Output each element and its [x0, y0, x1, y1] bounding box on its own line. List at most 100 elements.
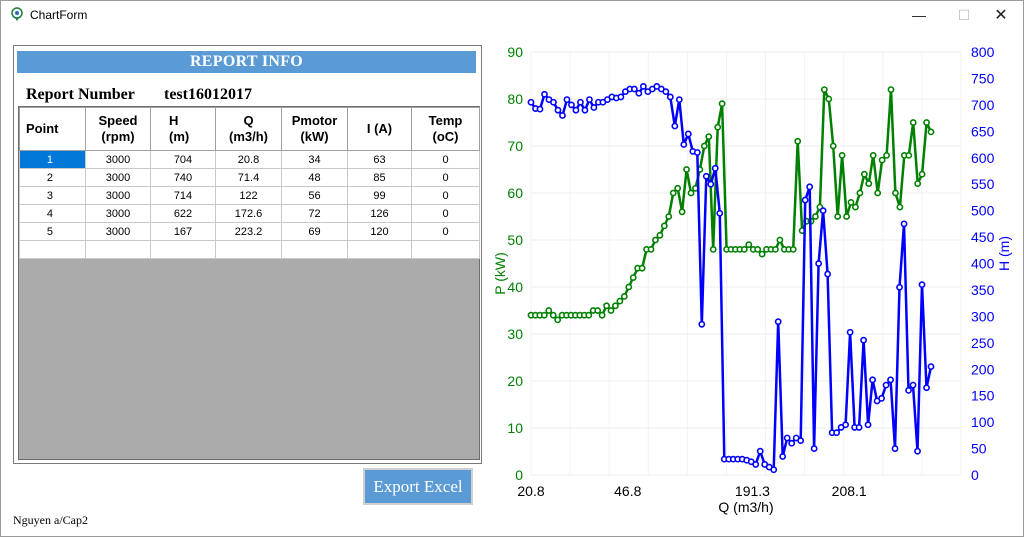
y-right-tick-label: 450 — [971, 229, 995, 245]
table-cell[interactable]: 0 — [411, 186, 480, 205]
data-point — [923, 384, 930, 392]
x-tick-label: 208.1 — [832, 483, 867, 499]
table-cell[interactable]: 71.4 — [215, 168, 282, 187]
table-cell[interactable] — [19, 240, 86, 259]
data-point — [887, 376, 894, 384]
data-point — [923, 119, 930, 126]
column-header-pmotor[interactable]: Pmotor (kW) — [281, 107, 348, 151]
table-cell[interactable]: 126 — [347, 204, 412, 223]
table-row-new[interactable] — [19, 240, 480, 259]
table-cell[interactable] — [347, 240, 412, 259]
data-point — [684, 130, 692, 138]
column-header-point[interactable]: Point — [19, 107, 86, 151]
data-point — [819, 207, 827, 215]
data-point — [554, 106, 562, 114]
table-cell[interactable]: 72 — [281, 204, 348, 223]
table-cell[interactable]: 20.8 — [215, 150, 282, 169]
table-cell[interactable] — [150, 240, 216, 259]
table-cell[interactable]: 5 — [19, 222, 86, 241]
table-cell[interactable]: 3000 — [85, 150, 151, 169]
table-cell[interactable]: 0 — [411, 222, 480, 241]
data-point — [718, 100, 726, 108]
export-excel-button[interactable]: Export Excel — [363, 468, 473, 505]
table-cell[interactable] — [281, 240, 348, 259]
column-header-current[interactable]: I (A) — [347, 107, 412, 151]
table-cell[interactable] — [215, 240, 282, 259]
data-point — [603, 302, 610, 310]
data-point — [617, 93, 625, 101]
data-point — [772, 245, 779, 253]
table-cell[interactable]: 3000 — [85, 186, 151, 205]
data-point — [693, 149, 701, 156]
data-point — [869, 152, 877, 159]
data-point — [810, 445, 818, 452]
table-row[interactable]: 2 3000 740 71.4 48 85 0 — [19, 168, 480, 187]
data-point — [754, 245, 762, 253]
table-cell[interactable]: 704 — [150, 150, 216, 169]
data-point — [774, 318, 782, 326]
table-cell[interactable]: 172.6 — [215, 204, 282, 223]
maximize-button[interactable]: ☐ — [957, 6, 971, 23]
table-cell[interactable]: 622 — [150, 204, 216, 223]
table-cell[interactable]: 63 — [347, 150, 412, 169]
data-grid[interactable]: Point Speed (rpm) H (m) Q (m3/h) Pmotor (kW)… — [18, 106, 480, 460]
table-row[interactable]: 3 3000 714 122 56 99 0 — [19, 186, 480, 205]
data-point — [714, 123, 722, 131]
minimize-button[interactable]: — — [912, 7, 926, 23]
table-cell[interactable]: 167 — [150, 222, 216, 241]
column-header-h[interactable]: H (m) — [150, 107, 216, 151]
y-right-tick-label: 550 — [971, 176, 995, 192]
table-cell[interactable]: 740 — [150, 168, 216, 187]
table-cell[interactable]: 3 — [19, 186, 86, 205]
table-cell[interactable] — [85, 240, 151, 259]
column-header-temp[interactable]: Temp (oC) — [411, 107, 480, 151]
data-point — [675, 96, 683, 103]
table-cell[interactable]: 99 — [347, 186, 412, 205]
table-cell[interactable]: 4 — [19, 204, 86, 223]
table-cell[interactable]: 3000 — [85, 204, 151, 223]
column-header-q[interactable]: Q (m3/h) — [215, 107, 282, 151]
y-left-tick-label: 40 — [507, 279, 523, 295]
data-point — [683, 166, 690, 173]
table-cell[interactable]: 34 — [281, 150, 348, 169]
table-cell[interactable]: 69 — [281, 222, 348, 241]
table-cell[interactable]: 2 — [19, 168, 86, 187]
y-right-tick-label: 0 — [971, 467, 979, 483]
title-bar[interactable]: ChartForm — ☐ ✕ — [1, 1, 1023, 29]
table-cell[interactable]: 0 — [411, 168, 480, 187]
table-row[interactable]: 1 3000 704 20.8 34 63 0 — [19, 150, 480, 169]
close-button[interactable]: ✕ — [994, 7, 1008, 24]
data-point — [887, 86, 895, 93]
table-cell[interactable]: 0 — [411, 204, 480, 223]
data-point — [581, 106, 589, 114]
y-left-tick-label: 60 — [507, 185, 523, 201]
table-cell[interactable] — [411, 240, 480, 259]
table-row[interactable]: 5 3000 167 223.2 69 120 0 — [19, 222, 480, 241]
table-cell[interactable]: 120 — [347, 222, 412, 241]
data-point — [864, 421, 872, 429]
table-cell[interactable]: 85 — [347, 168, 412, 187]
table-cell[interactable]: 48 — [281, 168, 348, 187]
series-line-head — [529, 85, 933, 471]
y-right-tick-label: 250 — [971, 335, 995, 351]
table-cell[interactable]: 3000 — [85, 222, 151, 241]
report-number-value[interactable]: test16012017 — [164, 86, 252, 103]
y-right-tick-label: 200 — [971, 361, 995, 377]
data-point — [838, 152, 846, 159]
table-cell[interactable]: 223.2 — [215, 222, 282, 241]
data-point — [612, 302, 619, 310]
table-cell[interactable]: 122 — [215, 186, 282, 205]
column-header-speed[interactable]: Speed (rpm) — [85, 107, 151, 151]
data-point — [594, 307, 602, 314]
data-point — [852, 203, 859, 211]
data-point — [824, 270, 832, 278]
x-tick-label: 191.3 — [735, 483, 770, 499]
table-cell[interactable]: 56 — [281, 186, 348, 205]
table-cell[interactable]: 3000 — [85, 168, 151, 187]
table-cell[interactable]: 1 — [19, 150, 86, 169]
table-cell[interactable]: 714 — [150, 186, 216, 205]
table-cell[interactable]: 0 — [411, 150, 480, 169]
table-row[interactable]: 4 3000 622 172.6 72 126 0 — [19, 204, 480, 223]
y-right-axis-title: H (m) — [996, 236, 1012, 271]
data-point — [598, 311, 606, 319]
